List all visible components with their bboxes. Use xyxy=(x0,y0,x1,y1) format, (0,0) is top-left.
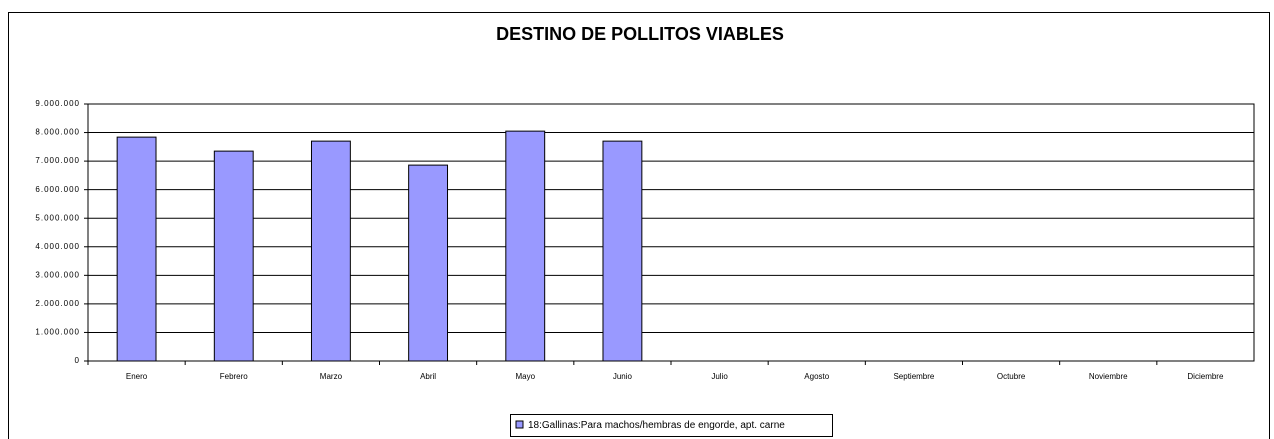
y-tick-label: 5.000.000 xyxy=(35,213,80,222)
chart-title: DESTINO DE POLLITOS VIABLES xyxy=(496,24,784,44)
x-tick-label: Julio xyxy=(711,372,728,381)
x-tick-label: Mayo xyxy=(515,372,535,381)
x-tick-label: Octubre xyxy=(997,372,1026,381)
y-tick-label: 4.000.000 xyxy=(35,242,80,251)
legend-box xyxy=(510,414,833,437)
bar xyxy=(602,140,643,362)
bar xyxy=(408,164,449,362)
x-tick-label: Junio xyxy=(613,372,633,381)
bar xyxy=(213,150,254,362)
bar xyxy=(310,140,351,362)
x-tick-label: Febrero xyxy=(220,372,249,381)
y-tick-label: 3.000.000 xyxy=(35,270,80,279)
x-tick-label: Marzo xyxy=(320,372,343,381)
x-tick-label: Enero xyxy=(126,372,148,381)
bar xyxy=(116,136,157,362)
y-tick-label: 2.000.000 xyxy=(35,299,80,308)
x-tick-label: Abril xyxy=(420,372,436,381)
y-tick-label: 7.000.000 xyxy=(35,156,80,165)
y-tick-label: 1.000.000 xyxy=(35,328,80,337)
y-tick-label: 0 xyxy=(75,356,80,365)
y-tick-label: 9.000.000 xyxy=(35,99,80,108)
x-tick-label: Septiembre xyxy=(893,372,934,381)
y-tick-label: 8.000.000 xyxy=(35,128,80,137)
legend-swatch xyxy=(515,420,524,429)
x-tick-label: Agosto xyxy=(804,372,829,381)
x-tick-label: Diciembre xyxy=(1187,372,1224,381)
y-tick-label: 6.000.000 xyxy=(35,185,80,194)
x-tick-label: Noviembre xyxy=(1089,372,1128,381)
bar xyxy=(505,130,546,362)
legend-label: 18:Gallinas:Para machos/hembras de engor… xyxy=(528,420,785,431)
